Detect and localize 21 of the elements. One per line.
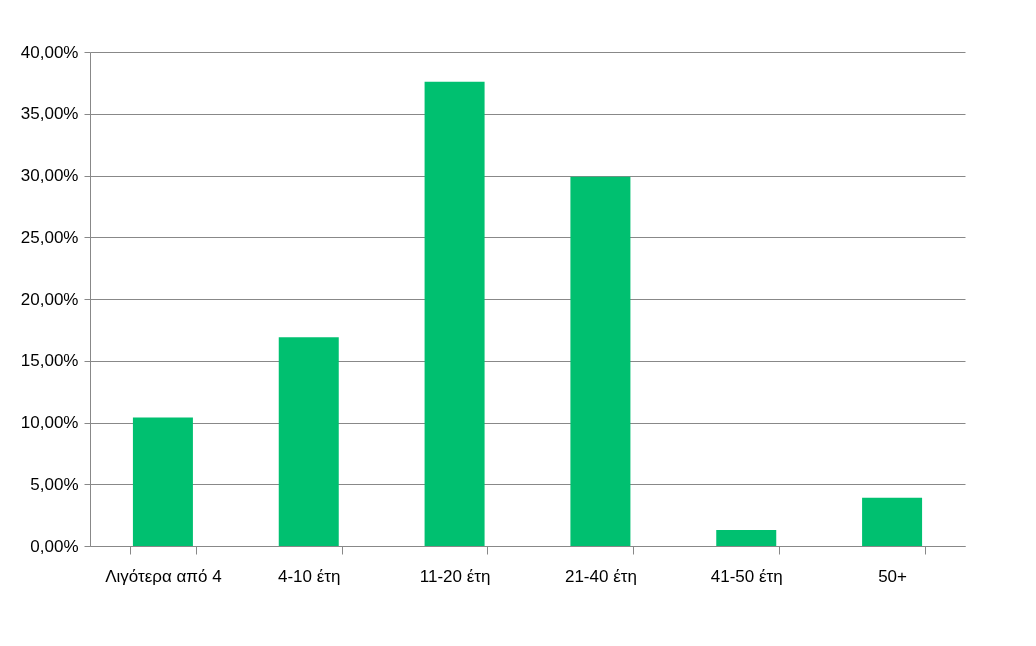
x-tick-label: 4-10 έτη	[278, 566, 341, 586]
y-tick-label: 25,00%	[20, 227, 79, 247]
y-tick-label: 10,00%	[20, 413, 79, 432]
y-tick-label: 35,00%	[20, 104, 79, 124]
x-tick-label: 50+	[878, 566, 908, 586]
x-tick-label: 21-40 έτη	[564, 566, 637, 586]
y-tick-label: 5,00%	[30, 474, 79, 494]
y-tick-label: 15,00%	[20, 351, 79, 371]
y-tick-label: 20,00%	[20, 289, 79, 309]
y-tick-label: 40,00%	[20, 42, 79, 62]
x-tick-label: 41-50 έτη	[710, 566, 783, 586]
bar	[570, 176, 631, 546]
bar	[278, 337, 339, 546]
y-tick-label: 0,00%	[30, 536, 79, 556]
bar	[424, 81, 485, 546]
bar	[862, 497, 923, 546]
bar	[132, 417, 193, 546]
bar	[716, 529, 777, 546]
x-tick-label: Λιγότερα από 4	[105, 566, 222, 586]
y-tick-label: 30,00%	[20, 166, 79, 185]
x-tick-label: 11-20 έτη	[419, 566, 491, 586]
